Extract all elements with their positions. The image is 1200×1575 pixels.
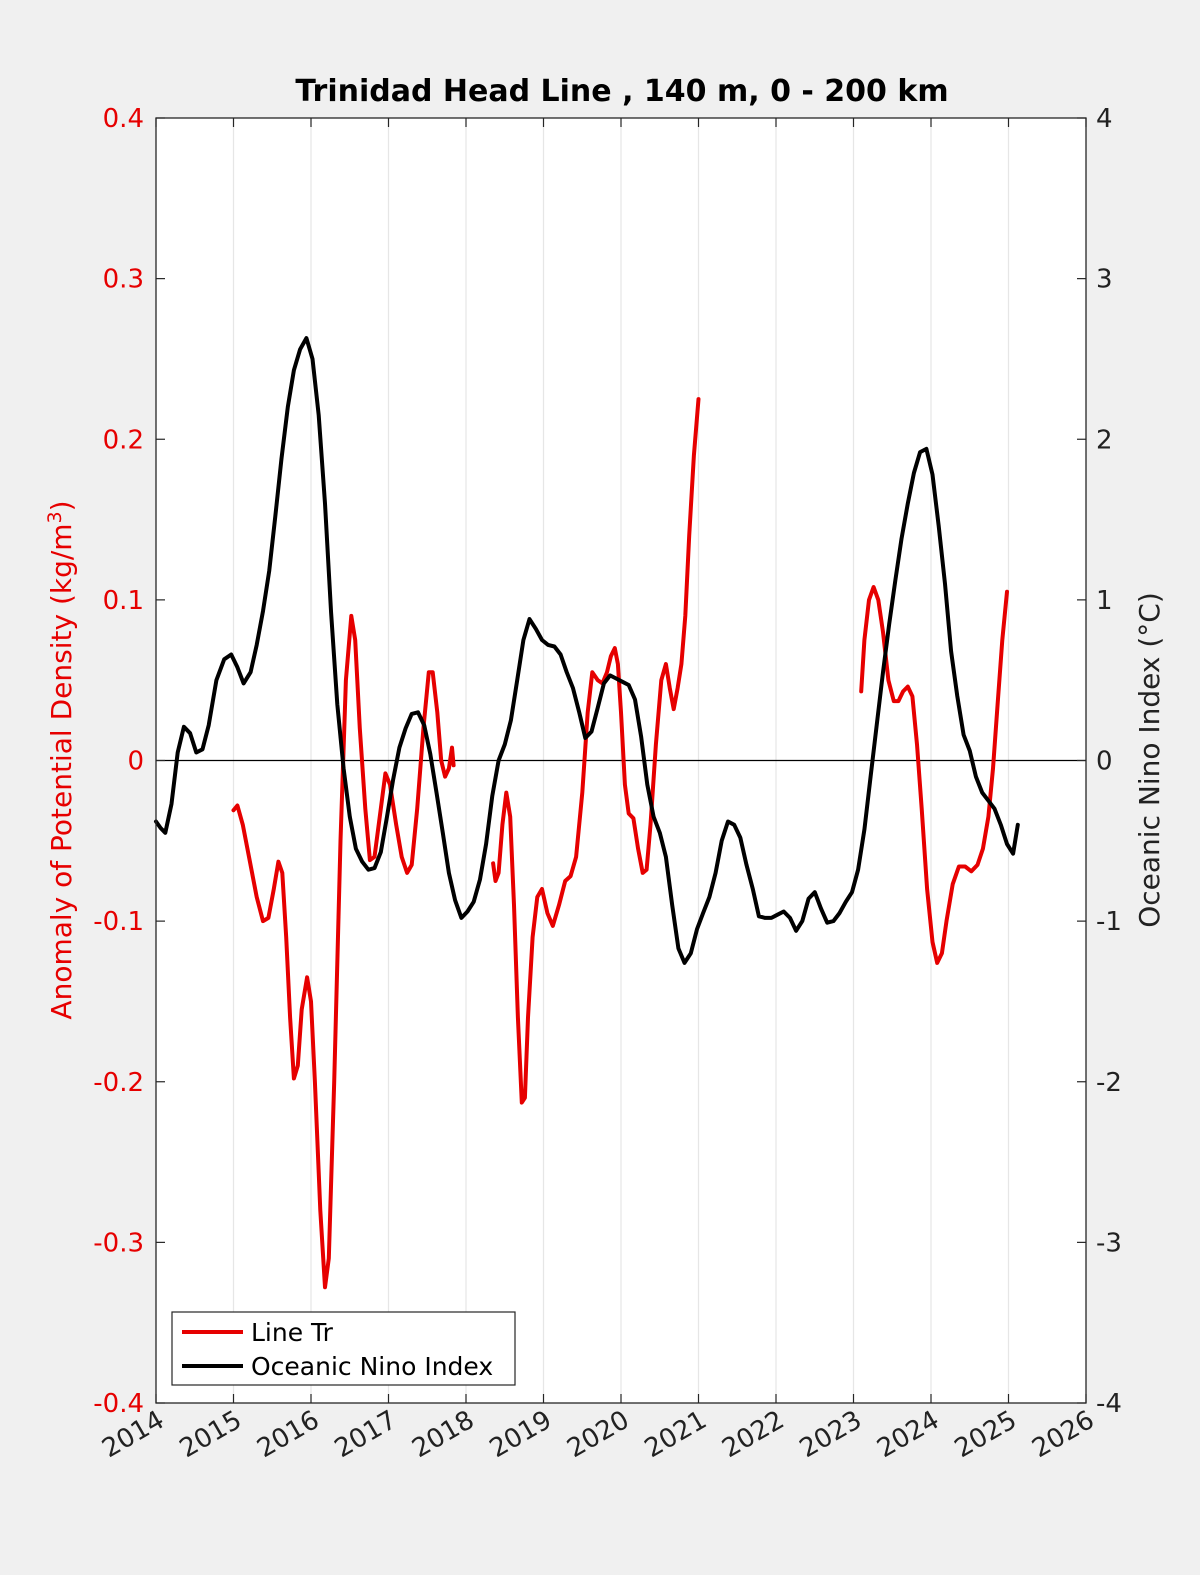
right-y-tick-label: -4	[1096, 1389, 1122, 1419]
left-y-axis-label-close: )	[45, 500, 78, 511]
right-y-tick-label: 0	[1096, 747, 1113, 777]
legend: Line Tr Oceanic Nino Index	[171, 1311, 516, 1386]
left-y-tick-label: -0.4	[93, 1389, 144, 1419]
left-y-tick-label: -0.1	[93, 907, 144, 937]
right-y-tick-label: -3	[1096, 1228, 1122, 1258]
right-y-tick-label: 3	[1096, 265, 1113, 295]
right-y-tick-label: -2	[1096, 1068, 1122, 1098]
left-y-tick-label: 0	[127, 747, 144, 777]
series-line-oceanic-nino-index	[154, 336, 1020, 965]
right-y-tick-label: 1	[1096, 586, 1113, 616]
chart-title: Trinidad Head Line , 140 m, 0 - 200 km	[295, 74, 948, 109]
left-y-tick-label: 0.4	[103, 104, 144, 134]
legend-label-oceanic-nino-index: Oceanic Nino Index	[251, 1352, 493, 1381]
right-y-tick-label: 2	[1096, 425, 1113, 455]
series-line-line-tr	[231, 613, 456, 1290]
left-y-tick-label: 0.3	[103, 265, 144, 295]
right-y-axis-label: Oceanic Nino Index (°C)	[1133, 592, 1166, 928]
left-y-tick-label: -0.3	[93, 1228, 144, 1258]
tick-marks	[155, 117, 1087, 1404]
left-y-axis-label-superscript: 3	[44, 511, 66, 523]
right-y-tick-labels: -4 -3 -2 -1 0 1 2 3 4	[1096, 104, 1122, 1419]
left-y-tick-labels: -0.4 -0.3 -0.2 -0.1 0 0.1 0.2 0.3 0.4	[93, 104, 144, 1419]
left-y-axis-label-text: Anomaly of Potential Density (kg/m	[45, 523, 78, 1019]
series-lines	[154, 336, 1020, 1290]
series-line-line-tr	[859, 585, 1009, 965]
right-y-tick-label: -1	[1096, 907, 1122, 937]
right-y-tick-label: 4	[1096, 104, 1113, 134]
left-y-tick-label: 0.1	[103, 586, 144, 616]
legend-box	[171, 1311, 516, 1386]
series-line-line-tr	[491, 397, 701, 1105]
left-y-tick-label: -0.2	[93, 1068, 144, 1098]
left-y-tick-label: 0.2	[103, 425, 144, 455]
left-y-axis-label: Anomaly of Potential Density (kg/m3)	[44, 500, 78, 1019]
legend-label-line-tr: Line Tr	[251, 1318, 334, 1347]
